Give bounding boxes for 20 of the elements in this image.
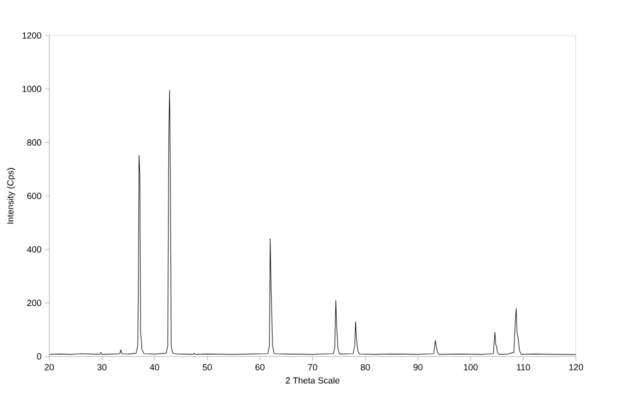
x-tick-label: 50: [202, 364, 212, 370]
y-tick-label: 400: [27, 246, 42, 253]
y-tick-label: 200: [27, 300, 42, 306]
x-tick-label: 30: [97, 364, 106, 370]
y-tick-label: 1200: [22, 32, 42, 39]
x-tick-label: 90: [413, 364, 423, 370]
x-tick-label: 20: [44, 364, 54, 370]
x-tick-label: 60: [255, 364, 265, 370]
x-tick-label: 40: [150, 364, 160, 370]
x-tick-label: 100: [464, 364, 478, 370]
y-tick-label: 800: [27, 139, 42, 146]
y-tick-label: 1000: [22, 86, 42, 92]
x-axis-title: 2 Theta Scale: [286, 377, 340, 384]
x-tick-label: 80: [360, 364, 370, 370]
x-tick-label: 110: [516, 364, 530, 370]
y-tick-label: 600: [27, 192, 42, 200]
x-tick-label: 70: [308, 364, 318, 370]
y-axis-title: Intensity (Cps): [6, 168, 16, 224]
y-tick-label: 0: [37, 353, 42, 360]
x-tick-label: 120: [569, 364, 584, 370]
